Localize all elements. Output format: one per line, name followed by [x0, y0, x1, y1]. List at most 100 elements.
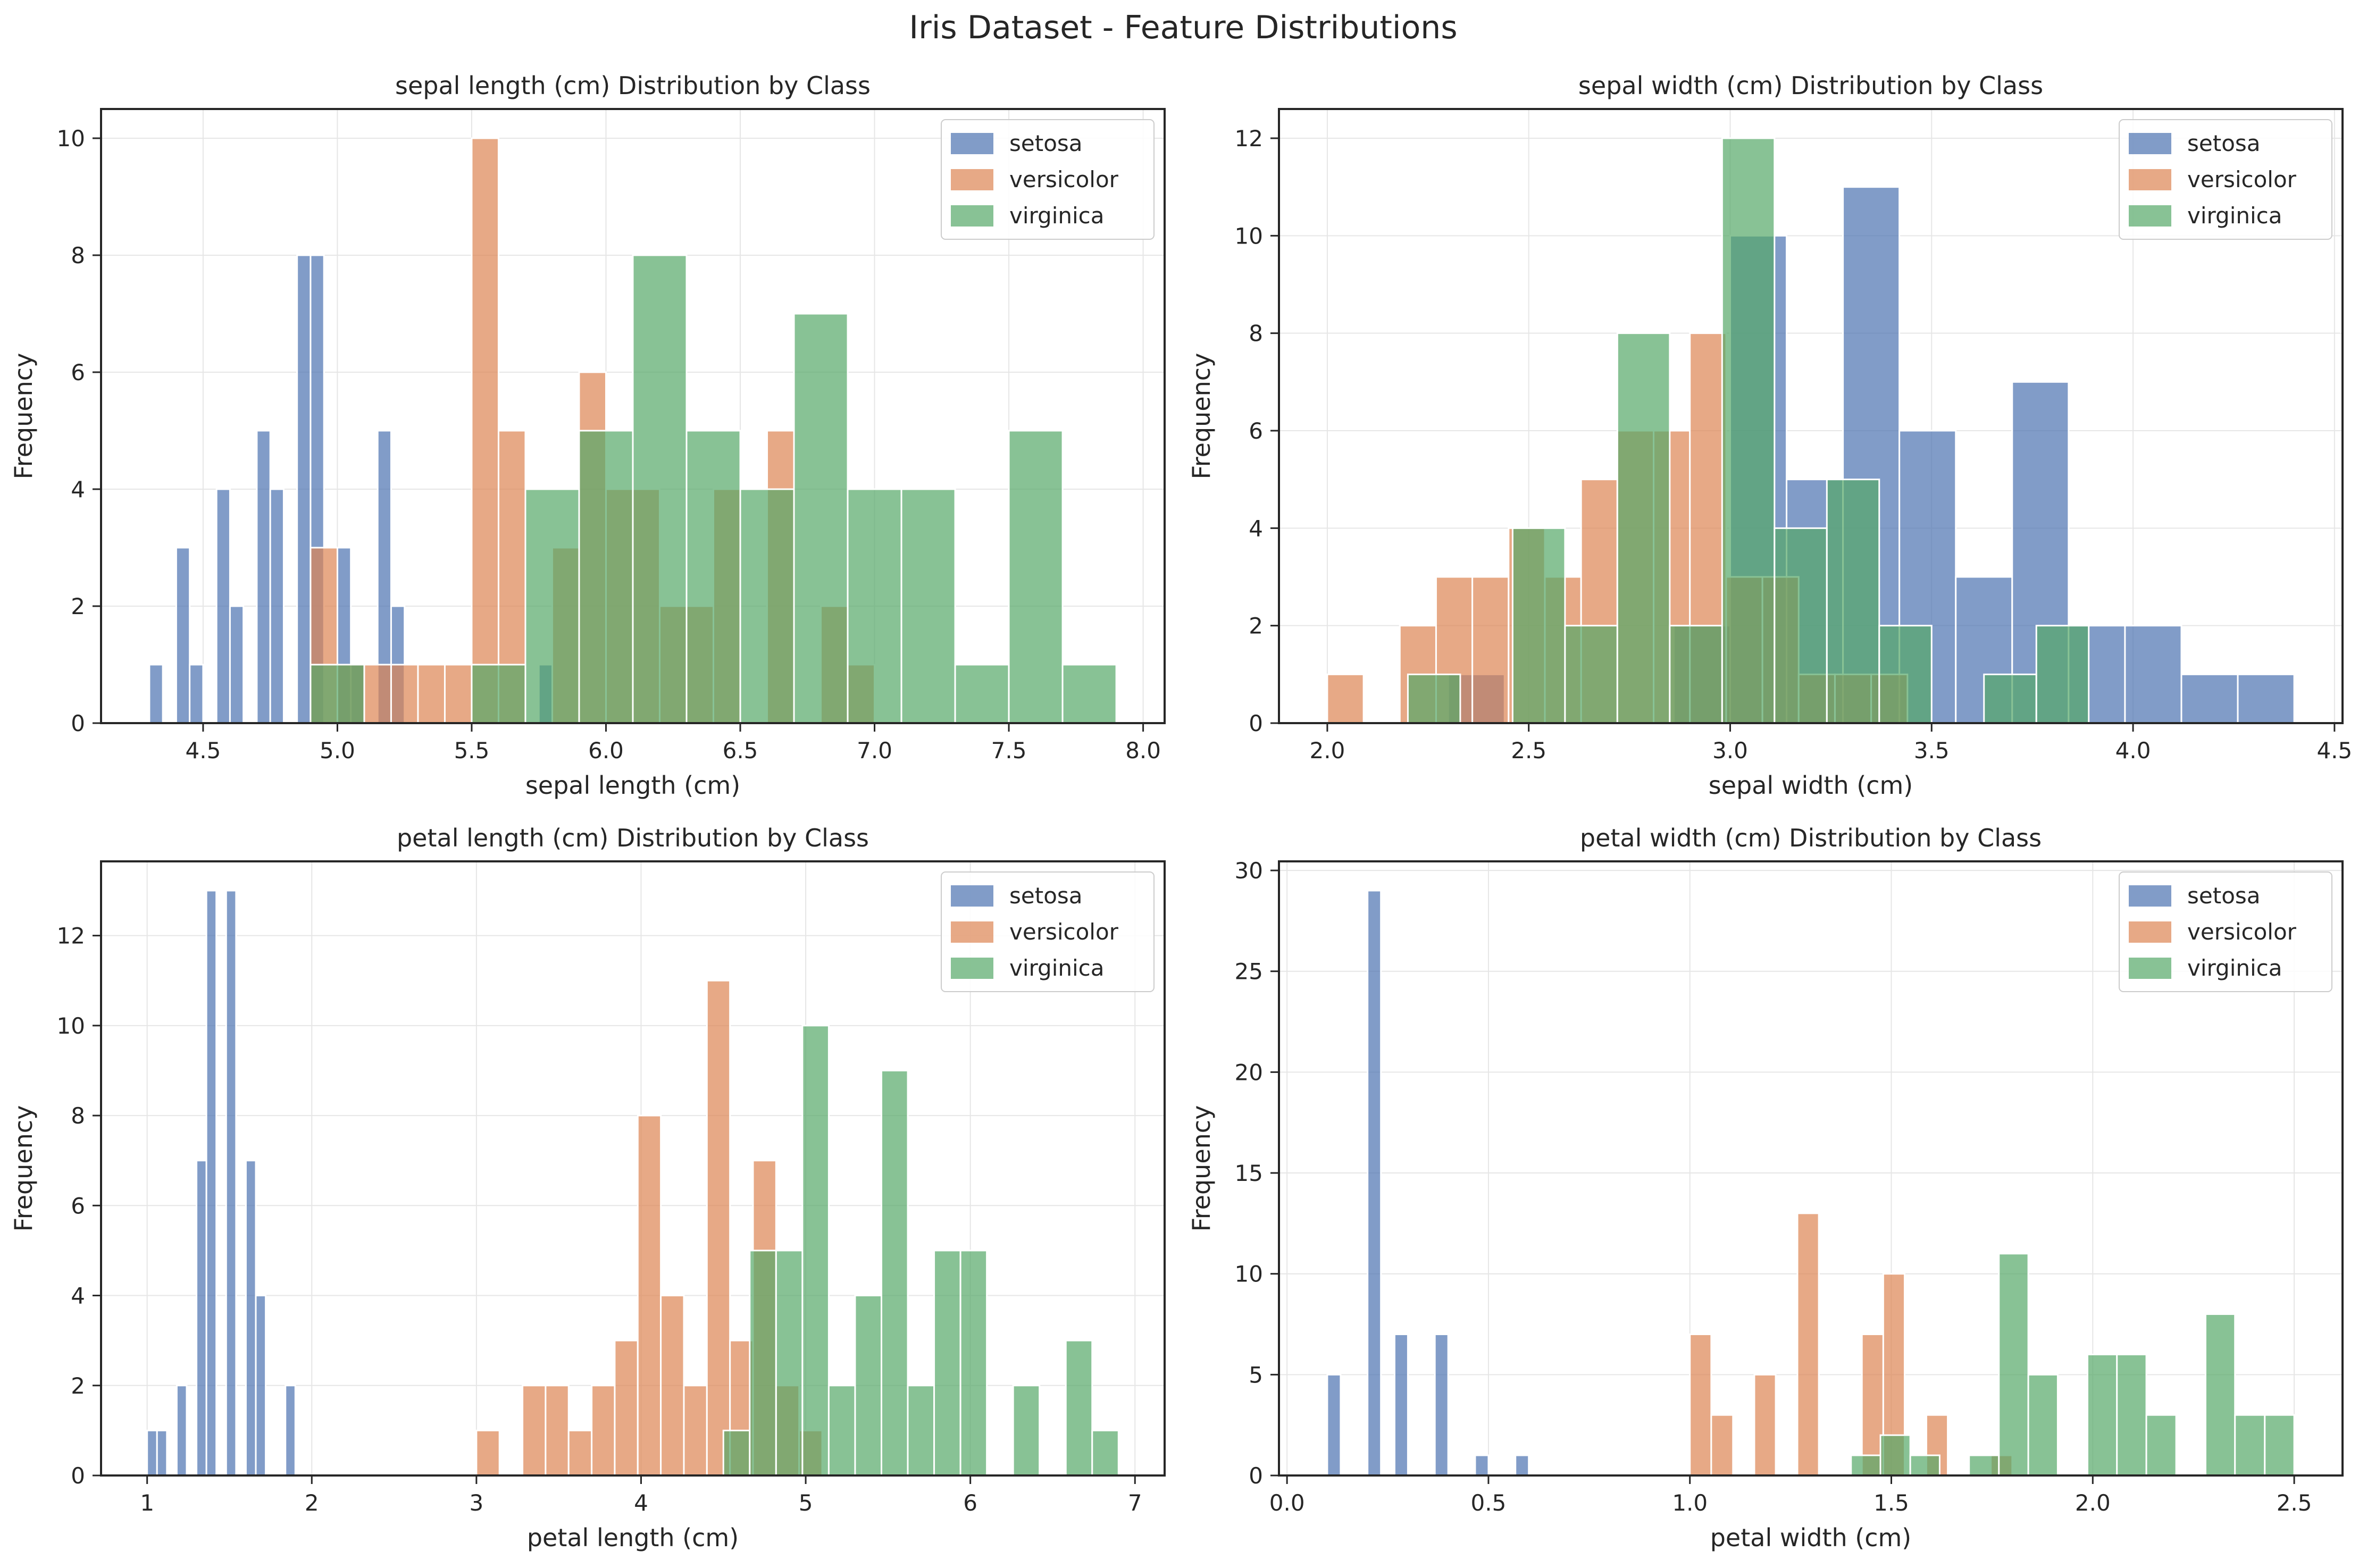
histogram-bar — [739, 488, 795, 724]
x-tick-label: 5.0 — [320, 737, 355, 764]
y-tick-label: 2 — [71, 593, 85, 619]
y-tick-label: 20 — [1235, 1059, 1263, 1085]
x-tick-label: 5 — [799, 1490, 813, 1516]
legend-label-versicolor: versicolor — [1009, 919, 1119, 945]
series-virginica — [1407, 137, 2090, 724]
histogram-bar — [1393, 1333, 1409, 1477]
histogram-bar — [1326, 1373, 1342, 1477]
histogram-bar — [175, 1385, 188, 1477]
y-tick-label: 15 — [1235, 1160, 1263, 1186]
chart-panel: 0.0 0.5 1.0 1.5 2.0 2.5 0 5 10 15 20 25 30 petal widt… — [1187, 824, 2344, 1552]
histogram-bar — [1669, 625, 1723, 724]
x-tick-label: 3 — [470, 1490, 484, 1516]
axes-frame — [100, 860, 1166, 1477]
y-tick-label: 6 — [71, 359, 85, 385]
y-tick-label: 30 — [1235, 858, 1263, 884]
histogram-bar — [1753, 1373, 1777, 1477]
histogram-bar — [880, 1069, 909, 1477]
y-tick-label: 0 — [71, 710, 85, 736]
x-tick-label: 4.0 — [2115, 737, 2151, 764]
axes-frame — [1278, 860, 2344, 1477]
histogram-bar — [1721, 137, 1776, 724]
legend-label-setosa: setosa — [1009, 883, 1083, 909]
x-axis-label: sepal width (cm) — [1709, 771, 1913, 800]
histogram-bar — [1983, 673, 2037, 724]
histogram-bar — [827, 1385, 856, 1477]
legend-swatch-virginica — [2129, 205, 2171, 227]
x-tick-label: 0.0 — [1269, 1490, 1305, 1516]
histogram-bar — [1616, 332, 1671, 724]
histogram-bar — [959, 1250, 988, 1477]
chart-title: sepal width (cm) Distribution by Class — [1578, 71, 2043, 100]
y-tick-label: 10 — [57, 125, 85, 152]
x-tick-label: 2.5 — [2277, 1490, 2312, 1516]
histogram-bar — [1826, 479, 1880, 724]
legend: setosa versicolor virginica — [2119, 119, 2332, 240]
histogram-bar — [310, 664, 365, 724]
histogram-bar — [1515, 1454, 1530, 1477]
x-tick-label: 7 — [1128, 1490, 1142, 1516]
y-tick-label: 4 — [1249, 515, 1263, 541]
histogram-bar — [933, 1250, 961, 1477]
x-tick-label: 1.5 — [1873, 1490, 1909, 1516]
histogram-bar — [296, 254, 312, 724]
legend-box — [2119, 871, 2332, 992]
axes-frame — [100, 108, 1166, 724]
histogram-bar — [2237, 673, 2295, 724]
legend-label-setosa: setosa — [2187, 883, 2261, 909]
histogram-bar — [775, 1250, 804, 1477]
y-axis-label: Frequency — [1187, 1105, 1216, 1232]
histogram-bar — [146, 1429, 158, 1477]
histogram-bar — [954, 664, 1010, 724]
series-virginica — [722, 1025, 1119, 1477]
histogram-bar — [722, 1429, 751, 1477]
legend-swatch-setosa — [951, 885, 993, 907]
histogram-bar — [2264, 1414, 2295, 1477]
legend: setosa versicolor virginica — [941, 119, 1155, 240]
histogram-bar — [2124, 625, 2182, 724]
legend-swatch-virginica — [951, 205, 993, 227]
histogram-bar — [1564, 625, 1618, 724]
histogram-bar — [524, 488, 580, 724]
histogram-bar — [444, 664, 473, 724]
histogram-bar — [417, 664, 446, 724]
y-tick-label: 12 — [1235, 125, 1263, 152]
histogram-bar — [1998, 1253, 2029, 1477]
histogram-bar — [801, 1025, 830, 1477]
x-tick-label: 2.0 — [1310, 737, 1345, 764]
x-axis-label: sepal length (cm) — [525, 771, 740, 800]
histogram-bar — [2204, 1313, 2236, 1477]
series-setosa — [1326, 890, 1530, 1477]
histogram-bar — [1326, 673, 1365, 724]
legend-box — [941, 871, 1155, 992]
histogram-bar — [567, 1429, 593, 1477]
legend-label-virginica: virginica — [2187, 955, 2282, 981]
y-tick-label: 2 — [71, 1373, 85, 1399]
legend-box — [941, 119, 1155, 240]
histogram-bar — [189, 664, 204, 724]
y-tick-label: 0 — [1249, 710, 1263, 736]
histogram-bar — [148, 664, 164, 724]
series-versicolor — [1689, 1212, 2013, 1477]
histogram-bar — [390, 664, 419, 724]
histogram-bar — [2035, 625, 2090, 724]
legend-label-setosa: setosa — [2187, 130, 2261, 156]
series-virginica — [310, 254, 1117, 724]
legend: setosa versicolor virginica — [2119, 871, 2332, 992]
histogram-bar — [471, 137, 499, 724]
histogram-bar — [591, 1385, 616, 1477]
histogram-bar — [1879, 1434, 1911, 1477]
x-tick-label: 6.5 — [723, 737, 758, 764]
y-tick-label: 2 — [1249, 613, 1263, 639]
histogram-bar — [614, 1339, 639, 1477]
legend-swatch-setosa — [2129, 885, 2171, 907]
histogram-bar — [685, 430, 741, 724]
x-tick-label: 1 — [140, 1490, 154, 1516]
x-tick-label: 7.5 — [991, 737, 1027, 764]
histogram-bar — [1407, 673, 1461, 724]
legend-label-versicolor: versicolor — [2187, 919, 2297, 945]
y-tick-label: 10 — [57, 1013, 85, 1039]
histogram-bar — [1511, 527, 1566, 724]
histogram-bar — [1774, 527, 1828, 724]
